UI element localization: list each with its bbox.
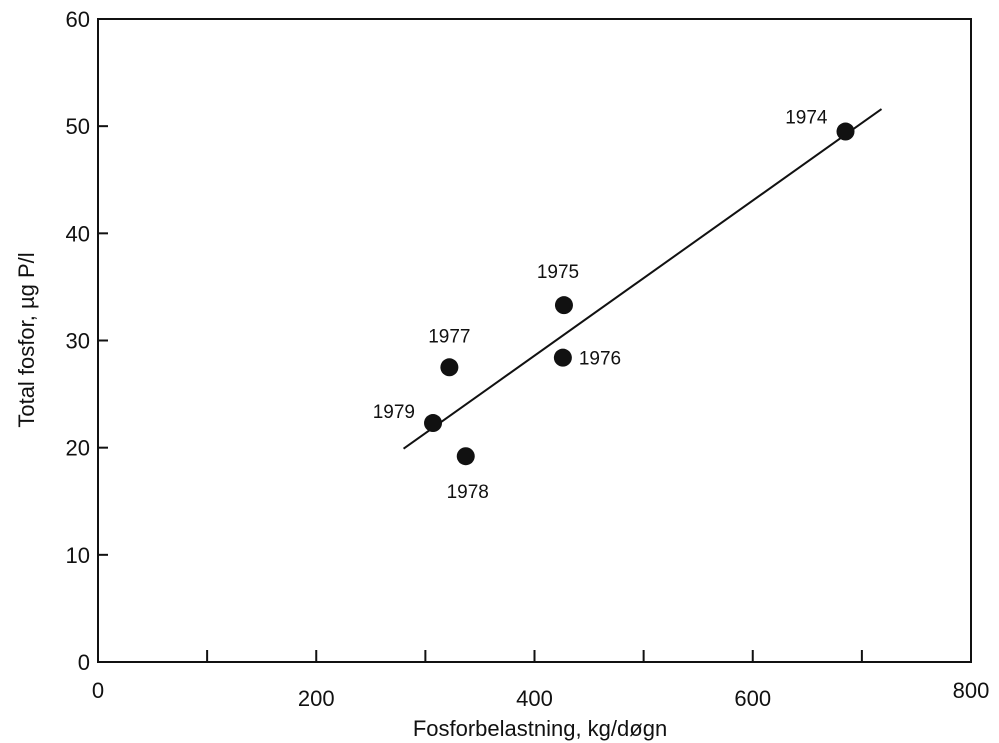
point-label-1979: 1979 <box>373 402 415 423</box>
data-point-1976 <box>553 348 572 367</box>
x-tick-label: 400 <box>516 686 553 711</box>
point-label-1978: 1978 <box>447 482 489 503</box>
data-points: 1974 1975 1976 1977 1978 1979 <box>373 108 855 503</box>
plot-frame <box>97 18 972 663</box>
y-axis-ticks: 0 10 20 30 40 50 60 <box>66 7 108 675</box>
y-tick-label: 40 <box>66 221 90 246</box>
data-point-1977 <box>440 358 459 377</box>
y-tick-label: 60 <box>66 7 90 32</box>
point-label-1975: 1975 <box>537 262 579 283</box>
x-axis-title: Fosforbelastning, kg/døgn <box>413 716 667 741</box>
data-point-1974 <box>836 122 855 141</box>
y-axis-title: Total fosfor, µg P/l <box>14 252 39 427</box>
data-point-1979 <box>424 414 443 433</box>
regression-line <box>402 108 883 450</box>
x-tick-label: 0 <box>92 678 104 703</box>
x-axis-ticks: 0 200 400 600 800 <box>92 650 989 711</box>
data-point-1978 <box>456 447 475 466</box>
point-label-1974: 1974 <box>785 108 828 129</box>
x-tick-label: 800 <box>953 678 990 703</box>
data-point-1975 <box>554 296 573 315</box>
y-tick-label: 20 <box>66 436 90 461</box>
fit-line <box>402 108 883 450</box>
point-label-1977: 1977 <box>428 326 470 347</box>
x-tick-label: 600 <box>734 686 771 711</box>
y-tick-label: 50 <box>66 114 90 139</box>
x-tick-label: 200 <box>298 686 335 711</box>
point-label-1976: 1976 <box>579 349 621 370</box>
y-tick-label: 10 <box>66 543 90 568</box>
y-tick-label: 0 <box>78 650 90 675</box>
y-tick-label: 30 <box>66 329 90 354</box>
